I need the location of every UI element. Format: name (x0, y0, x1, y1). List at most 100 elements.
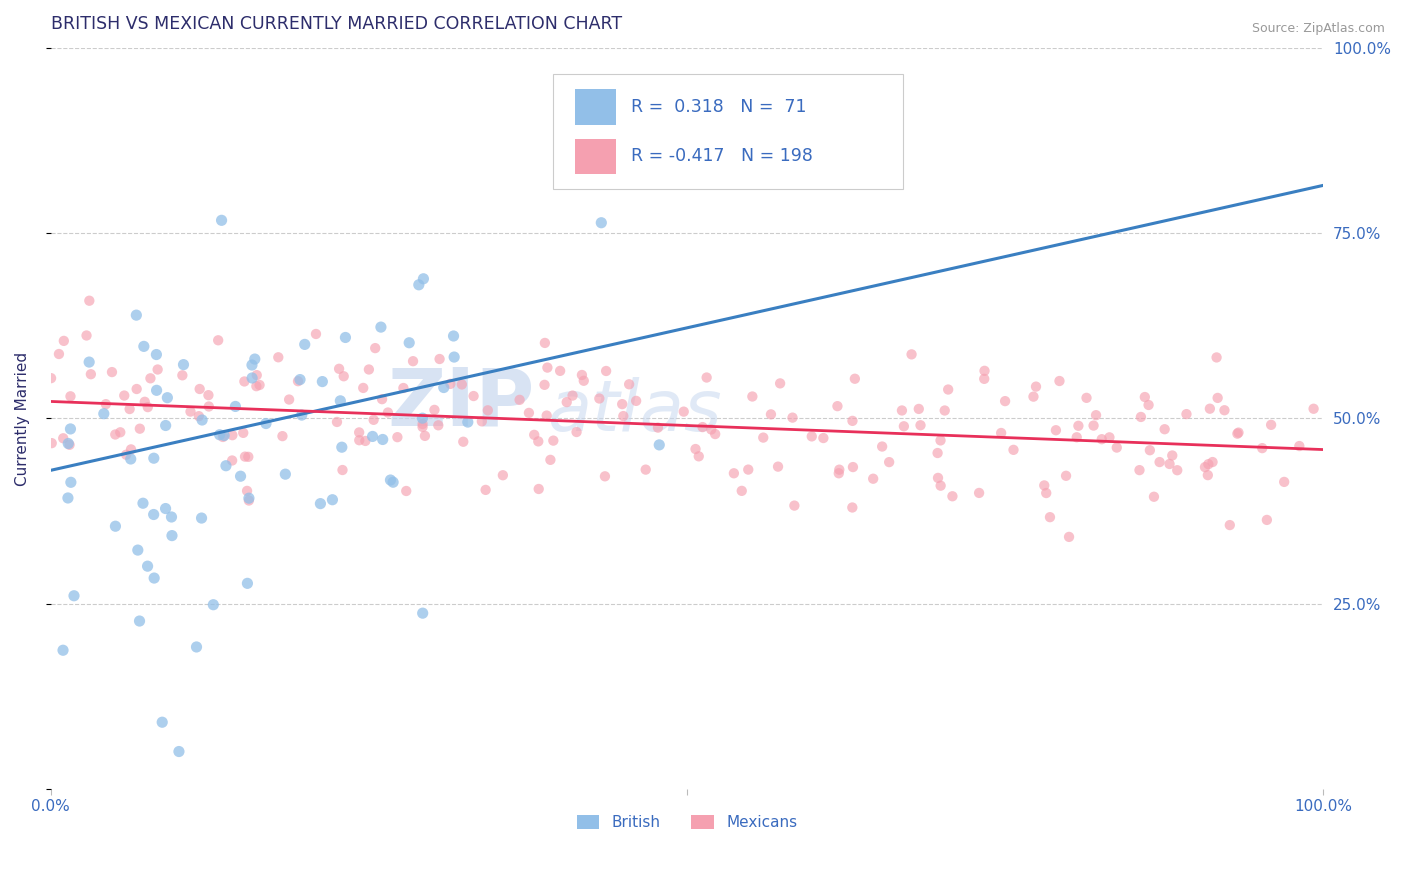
Point (188, 382, 211, 396)
Point (439, 376, 461, 391)
Point (145, 384, 167, 398)
Point (371, 392, 394, 406)
Point (392, 381, 415, 395)
Point (190, 511, 212, 525)
Point (56, 491, 79, 505)
Point (990, 425, 1012, 440)
Point (245, 379, 267, 393)
Point (52, 643, 75, 657)
Point (1129, 409, 1152, 424)
FancyBboxPatch shape (575, 139, 616, 174)
Point (104, 519, 127, 533)
Point (120, 452, 142, 467)
Point (433, 380, 456, 394)
Point (1083, 418, 1105, 433)
Point (380, 473, 402, 487)
Point (408, 277, 430, 292)
Point (936, 383, 959, 397)
Point (132, 339, 155, 353)
Point (457, 415, 479, 429)
Point (197, 388, 219, 402)
Point (1194, 460, 1216, 475)
Point (173, 358, 195, 372)
Point (453, 434, 475, 449)
Point (548, 364, 571, 378)
Text: atlas: atlas (547, 376, 721, 446)
Point (612, 397, 634, 411)
Point (1260, 417, 1282, 432)
Point (76, 328, 98, 343)
Point (395, 483, 418, 498)
Point (136, 400, 159, 414)
Point (155, 501, 177, 516)
Point (377, 405, 399, 419)
Point (167, 745, 190, 759)
Point (1045, 423, 1067, 437)
Point (254, 417, 277, 431)
Point (450, 377, 472, 392)
Point (115, 448, 138, 462)
Point (1288, 439, 1310, 453)
Point (429, 351, 451, 366)
Point (741, 390, 763, 404)
FancyBboxPatch shape (575, 89, 616, 125)
Point (427, 418, 450, 433)
Point (1153, 422, 1175, 436)
Point (617, 377, 640, 392)
Point (305, 326, 328, 341)
Point (39, 371, 62, 385)
Point (132, 496, 155, 510)
Point (1137, 398, 1160, 412)
Point (967, 486, 990, 500)
Point (555, 395, 578, 409)
Point (267, 351, 290, 365)
Point (517, 406, 540, 420)
Point (58, 438, 80, 452)
Point (63, 589, 86, 603)
Point (1085, 408, 1108, 422)
Point (382, 475, 405, 490)
Point (361, 429, 384, 443)
Point (565, 425, 588, 439)
Point (1139, 443, 1161, 458)
Point (238, 493, 260, 508)
Point (1219, 518, 1241, 533)
Point (973, 372, 995, 386)
Point (125, 308, 148, 322)
Point (842, 460, 865, 475)
Point (398, 335, 420, 350)
Point (534, 335, 557, 350)
Point (538, 453, 561, 467)
Point (233, 450, 256, 464)
Point (142, 508, 165, 522)
Point (208, 427, 231, 442)
Point (893, 419, 915, 434)
Point (1105, 441, 1128, 455)
Point (443, 350, 465, 364)
Point (80, 368, 103, 382)
Point (1256, 513, 1278, 527)
Point (413, 429, 436, 443)
Point (1199, 401, 1222, 416)
Point (1098, 430, 1121, 444)
Point (474, 483, 496, 497)
Point (101, 365, 124, 379)
Point (1025, 379, 1047, 393)
Point (48, 347, 70, 361)
Point (934, 403, 956, 417)
Point (1067, 418, 1090, 433)
Point (1226, 426, 1249, 441)
Point (862, 472, 884, 486)
Point (571, 368, 593, 382)
Point (328, 361, 350, 376)
Point (202, 598, 225, 612)
Point (1205, 351, 1227, 365)
Point (145, 347, 167, 361)
Legend: British, Mexicans: British, Mexicans (571, 809, 804, 837)
Point (1049, 374, 1071, 388)
Point (1149, 455, 1171, 469)
Point (335, 330, 357, 344)
Point (329, 393, 352, 408)
Point (1197, 457, 1219, 471)
Point (591, 216, 613, 230)
